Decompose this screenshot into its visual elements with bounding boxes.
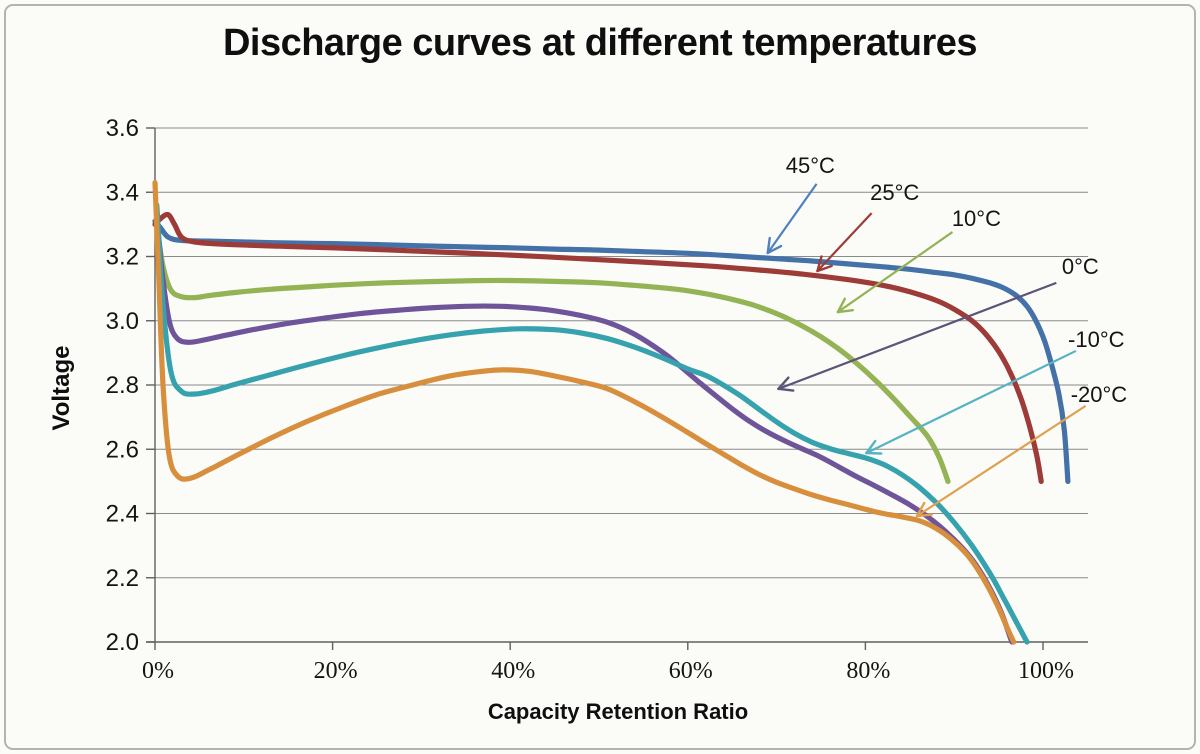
x-tick-label-60: 60% xyxy=(669,658,713,684)
annotation-25c-arrow-line xyxy=(816,212,873,272)
annotation-neg-10c-arrow-line xyxy=(865,349,1077,455)
y-tick-label-2.8: 2.8 xyxy=(106,372,139,399)
annotation-0c-arrowhead-0 xyxy=(777,387,795,392)
y-tick-label-3.2: 3.2 xyxy=(106,244,139,271)
annotation-neg-20c-arrowhead-1 xyxy=(915,501,926,518)
annotation-45c-arrowhead-0 xyxy=(766,244,783,255)
y-tick-label-3.6: 3.6 xyxy=(106,115,139,142)
y-tick-label-3: 3.0 xyxy=(106,308,139,335)
annotation-25c-arrowhead-0 xyxy=(816,264,833,273)
x-tick-label-80: 80% xyxy=(846,658,890,684)
y-tick-label-2.2: 2.2 xyxy=(106,565,139,592)
x-tick-label-100: 100% xyxy=(1018,658,1074,684)
annotation-45c-label: 45°C xyxy=(786,153,835,178)
x-tick-label-0: 0% xyxy=(142,658,174,684)
series-line-25c xyxy=(152,211,1044,484)
annotation-10c-arrowhead-1 xyxy=(836,297,847,314)
annotation-neg-10c-arrowhead-1 xyxy=(865,439,877,455)
x-tick-label-20: 20% xyxy=(314,658,358,684)
y-tick-label-2.6: 2.6 xyxy=(106,436,139,463)
series-line-45c xyxy=(152,218,1071,484)
annotation-45c-arrow-line xyxy=(766,183,818,254)
x-tick-label-40: 40% xyxy=(491,658,535,684)
annotation-10c-arrow-line xyxy=(837,231,954,313)
annotation-neg-10c-label: -10°C xyxy=(1068,327,1125,352)
annotation-25c-label: 25°C xyxy=(870,180,919,205)
annotation-0c-label: 0°C xyxy=(1062,254,1099,279)
y-tick-label-2: 2.0 xyxy=(106,629,139,656)
annotation-0c-arrow-line xyxy=(777,281,1057,390)
annotation-10c-arrowhead-0 xyxy=(836,308,854,314)
annotation-45c-arrowhead-1 xyxy=(766,236,771,255)
y-tick-label-3.4: 3.4 xyxy=(106,179,139,206)
y-tick-label-2.4: 2.4 xyxy=(106,501,139,528)
x-axis-title: Capacity Retention Ratio xyxy=(487,699,749,724)
chart-title: Discharge curves at different temperatur… xyxy=(222,22,978,64)
series-line-neg-20c xyxy=(152,180,1017,645)
series-line-neg-10c xyxy=(154,202,1030,645)
annotation-0c-arrowhead-1 xyxy=(777,376,790,391)
annotation-neg-20c-arrow-line xyxy=(916,404,1087,517)
annotation-neg-20c-arrowhead-0 xyxy=(915,513,934,518)
annotation-neg-20c-label: -20°C xyxy=(1071,382,1128,407)
annotation-25c-arrowhead-1 xyxy=(816,255,823,273)
series-line-10c xyxy=(154,221,951,484)
annotation-10c-label: 10°C xyxy=(952,206,1001,231)
